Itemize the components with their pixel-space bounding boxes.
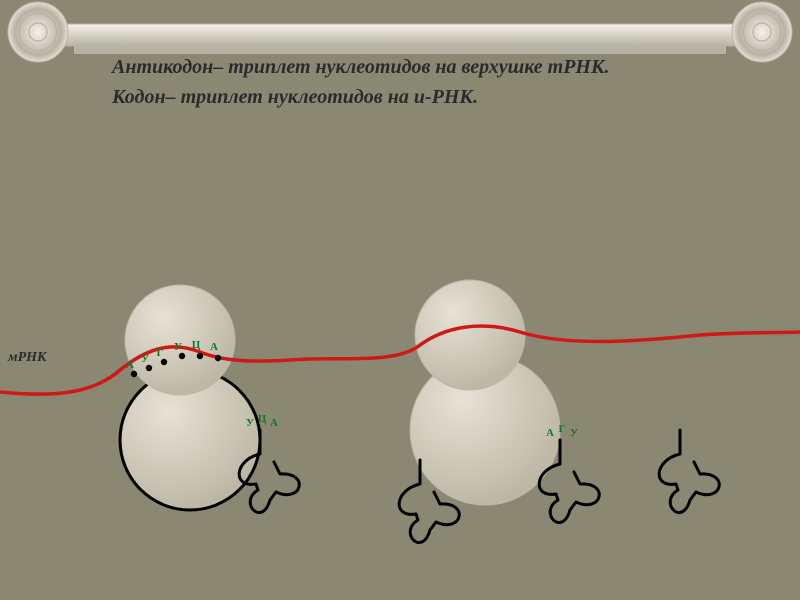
stage: АУГУЦА УЦААГУ Антикодон– триплет нуклеот…	[0, 0, 800, 600]
anticodon-nt: А	[270, 417, 278, 429]
definitions-block: Антикодон– триплет нуклеотидов на верхуш…	[112, 52, 610, 112]
anticodon-nt: А	[546, 427, 554, 439]
mrna-label: мРНК	[8, 350, 47, 366]
mrna-nt: Ц	[192, 339, 201, 351]
mrna-nt: А	[210, 341, 218, 353]
mrna-nt: У	[141, 353, 149, 365]
mrna-nt: Г	[157, 347, 164, 359]
mrna-nt: У	[174, 341, 182, 353]
mrna-nt: А	[126, 359, 134, 371]
anticodon-nt: У	[246, 417, 254, 429]
codon-definition: Кодон– триплет нуклеотидов на и-РНК.	[112, 82, 610, 112]
anticodon-nt: Г	[559, 423, 566, 435]
anticodon-definition: Антикодон– триплет нуклеотидов на верхуш…	[112, 52, 610, 82]
anticodon-nt: У	[570, 427, 578, 439]
anticodon-nt: Ц	[258, 413, 267, 425]
